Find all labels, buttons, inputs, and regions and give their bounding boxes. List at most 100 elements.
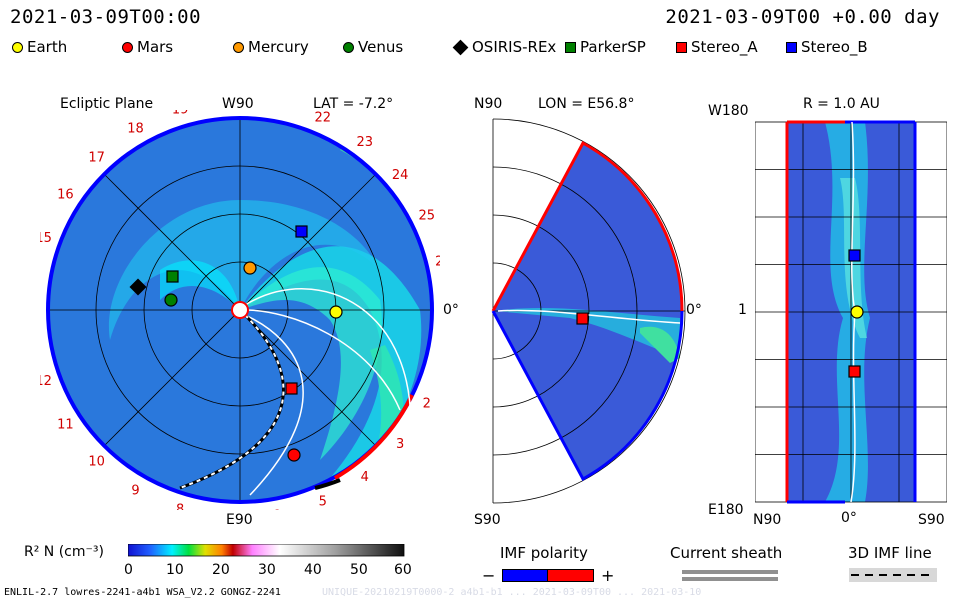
rotation-number-15: 15 bbox=[40, 231, 52, 246]
legend-parkersp: ParkerSP bbox=[565, 38, 646, 56]
imf-positive-swatch bbox=[547, 569, 594, 582]
rotation-number-19: 19 bbox=[172, 110, 189, 117]
legend-mars: Mars bbox=[122, 38, 173, 56]
panel3-x-label-right: S90 bbox=[918, 512, 945, 528]
legend-venus: Venus bbox=[343, 38, 403, 56]
imf-3d-line-title: 3D IMF line bbox=[848, 544, 932, 562]
rotation-number-8: 8 bbox=[176, 503, 184, 510]
panel1-lat-label: LAT = -7.2° bbox=[313, 96, 394, 112]
panel2-bottom-label: S90 bbox=[474, 512, 501, 528]
ecliptic-sector-boundary bbox=[314, 478, 341, 490]
rotation-number-16: 16 bbox=[57, 188, 74, 203]
current-sheath-swatch-bottom bbox=[682, 577, 778, 581]
start-time-label: 2021-03-09T00:00 bbox=[10, 6, 202, 28]
meridional-negative-polarity-edge bbox=[491, 310, 684, 482]
rotation-number-21: 21 bbox=[268, 110, 285, 112]
rotation-number-12: 12 bbox=[40, 374, 52, 389]
panel1-title: Ecliptic Plane bbox=[60, 96, 154, 112]
mars-marker-icon bbox=[122, 41, 133, 53]
rotation-number-22: 22 bbox=[315, 111, 332, 126]
ecliptic-boundary-ring bbox=[46, 116, 434, 504]
panel3-x-label-left: N90 bbox=[753, 512, 782, 528]
ecliptic-positive-polarity-arc bbox=[333, 394, 414, 480]
panel3-r-label: R = 1.0 AU bbox=[803, 96, 880, 112]
rotation-number-18: 18 bbox=[127, 122, 144, 137]
legend-stereo-a: Stereo_A bbox=[676, 38, 758, 56]
rotation-number-23: 23 bbox=[357, 135, 374, 150]
earth-marker-icon bbox=[12, 41, 23, 53]
ecliptic-imf-line-3 bbox=[244, 314, 304, 496]
stereo-b-marker-icon bbox=[295, 225, 308, 238]
mercury-marker-icon bbox=[243, 261, 257, 275]
venus-marker-icon bbox=[164, 293, 178, 307]
colorbar-tick-50: 50 bbox=[350, 562, 368, 578]
rotation-number-24: 24 bbox=[392, 168, 409, 183]
meridional-density-band-2 bbox=[640, 326, 680, 363]
venus-marker-icon bbox=[343, 41, 354, 53]
rotation-number-1: 1 bbox=[439, 351, 440, 366]
legend-osiris-rex: OSIRIS-REx bbox=[452, 38, 556, 56]
panel1-bottom-label: E90 bbox=[226, 512, 253, 528]
current-sheath-swatch-top bbox=[682, 570, 778, 574]
ecliptic-imf-line-1 bbox=[244, 309, 401, 411]
rotation-number-11: 11 bbox=[57, 417, 74, 432]
longitude-latitude-plot bbox=[755, 120, 947, 504]
rotation-number-2: 2 bbox=[423, 396, 431, 411]
rotation-number-3: 3 bbox=[396, 437, 404, 452]
mars-marker-icon bbox=[287, 448, 301, 462]
meridional-density-band bbox=[495, 308, 680, 358]
stereo-a-marker-icon bbox=[676, 41, 687, 53]
legend-mercury: Mercury bbox=[233, 38, 309, 56]
colorbar-tick-20: 20 bbox=[212, 562, 230, 578]
stereo-a-marker-icon bbox=[285, 382, 298, 395]
panel3-mid-left-label: 1 bbox=[738, 302, 747, 318]
imf-3d-line-swatch bbox=[849, 568, 937, 582]
rotation-number-14: 14 bbox=[40, 278, 41, 293]
panel2-top-label: N90 bbox=[474, 96, 503, 112]
stereo-b-marker-icon bbox=[848, 249, 861, 262]
colorbar-tick-0: 0 bbox=[124, 562, 133, 578]
stereo-a-marker-icon bbox=[848, 365, 861, 378]
panel2-lon-label: LON = E56.8° bbox=[538, 96, 635, 112]
ecliptic-imf-line-2 bbox=[244, 288, 412, 441]
osiris-rex-marker-icon bbox=[452, 39, 469, 55]
earth-marker-icon bbox=[329, 305, 343, 319]
footer-run-id: UNIQUE-20210219T0000-2 a4b1-b1 ... 2021-… bbox=[322, 587, 702, 598]
mercury-marker-icon bbox=[233, 41, 244, 53]
current-sheath-line bbox=[179, 313, 285, 490]
colorbar-label: R² N (cm⁻³) bbox=[24, 544, 104, 560]
panel1-top-label: W90 bbox=[222, 96, 254, 112]
imf-polarity-title: IMF polarity bbox=[500, 544, 588, 562]
rotation-number-13: 13 bbox=[40, 327, 41, 342]
density-colorbar bbox=[128, 544, 405, 557]
panel3-bottom-left-label: E180 bbox=[708, 502, 744, 518]
ecliptic-plane-plot: 2712345678910111213141516171819202122232… bbox=[40, 110, 440, 510]
current-sheath-title: Current sheath bbox=[670, 544, 783, 562]
current-time-label: 2021-03-09T00 +0.00 day bbox=[665, 6, 940, 28]
colorbar-tick-30: 30 bbox=[258, 562, 276, 578]
rotation-number-25: 25 bbox=[419, 209, 436, 224]
imf-minus-label: − bbox=[482, 566, 496, 585]
rotation-number-17: 17 bbox=[88, 151, 105, 166]
panel3-x-label-center: 0° bbox=[841, 510, 857, 526]
rotation-number-4: 4 bbox=[361, 470, 369, 485]
legend-stereo-b: Stereo_B bbox=[786, 38, 868, 56]
colorbar-tick-40: 40 bbox=[304, 562, 322, 578]
panel3-top-left-label: W180 bbox=[708, 103, 749, 119]
rotation-number-6: 6 bbox=[272, 508, 280, 510]
sun-icon bbox=[231, 301, 249, 319]
carrington-rotation-numbers: 2712345678910111213141516171819202122232… bbox=[40, 110, 440, 510]
parkersp-marker-icon bbox=[166, 270, 179, 283]
imf-negative-swatch bbox=[502, 569, 549, 582]
rotation-number-10: 10 bbox=[88, 455, 105, 470]
parkersp-marker-icon bbox=[565, 41, 576, 53]
panel1-right-label: 0° bbox=[443, 302, 459, 318]
rotation-number-5: 5 bbox=[319, 494, 327, 509]
footer-model-info: ENLIL-2.7 lowres-2241-a4b1 WSA_V2.2 GONG… bbox=[4, 587, 281, 598]
panel2-right-label: 0° bbox=[686, 302, 702, 318]
body-legend: Earth Mars Mercury Venus OSIRIS-REx Park… bbox=[0, 38, 960, 60]
meridional-plane-plot bbox=[491, 118, 686, 504]
colorbar-tick-60: 60 bbox=[394, 562, 412, 578]
meridional-positive-polarity-edge bbox=[491, 140, 684, 312]
rotation-number-9: 9 bbox=[131, 484, 139, 499]
